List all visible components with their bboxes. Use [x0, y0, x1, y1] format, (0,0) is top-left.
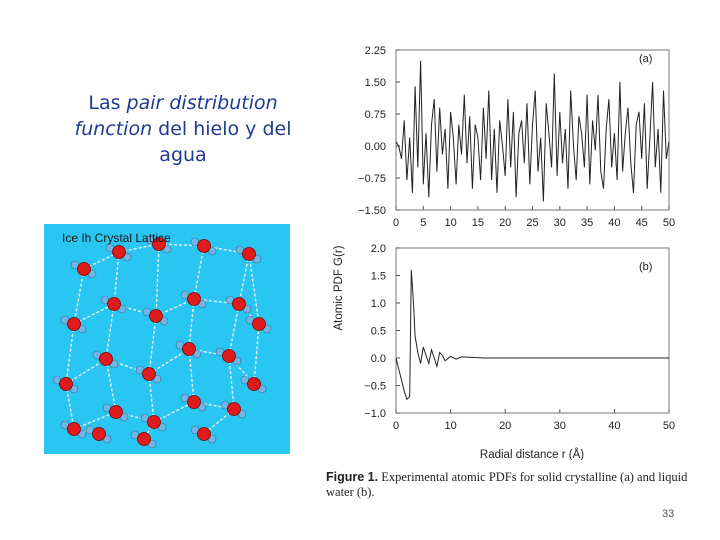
oxygen-atom: [137, 432, 151, 446]
series-line: [395, 269, 669, 401]
x-tick-label: 30: [554, 420, 566, 432]
x-tick-label: 10: [444, 217, 456, 229]
oxygen-atom: [99, 352, 113, 366]
slide-title: Las pair distribution function del hielo…: [58, 90, 308, 168]
panel-b: 0 10 20 30 40 50 2.0 1.5 1.0 0.5 0.0 −0.5 −1.0 (b): [364, 243, 675, 432]
lattice-drawing: [52, 235, 272, 449]
y-tick-label: 0.0: [371, 353, 386, 365]
x-tick-label: 40: [608, 217, 620, 229]
oxygen-atom: [67, 422, 81, 436]
hydrogen-bond: [228, 303, 240, 357]
y-tick-label: 1.0: [371, 298, 386, 310]
x-tick-label: 45: [636, 217, 648, 229]
x-tick-label: 10: [444, 420, 456, 432]
x-tick-label: 50: [663, 217, 675, 229]
panel-label: (a): [639, 53, 652, 65]
hydrogen-bond: [73, 303, 115, 325]
hydrogen-bond: [148, 373, 155, 423]
caption-text: Experimental atomic PDFs for solid cryst…: [326, 470, 688, 499]
hydrogen-bond: [73, 268, 85, 325]
oxygen-atom: [187, 395, 201, 409]
oxygen-atom: [112, 245, 126, 259]
oxygen-atom: [247, 377, 261, 391]
title-part2: del hielo y del agua: [152, 118, 292, 166]
pdf-charts: 0 5 10 15 20 25 30 35 40 45 502.251.500.750.00−0.7…: [333, 45, 675, 460]
x-tick-label: 35: [581, 217, 593, 229]
x-tick-label: 30: [554, 217, 566, 229]
oxygen-atom: [197, 239, 211, 253]
plot-frame: [395, 247, 670, 414]
hydrogen-bond: [238, 253, 250, 305]
panel-label: (b): [639, 261, 652, 273]
hydrogen-bond: [113, 251, 120, 305]
y-tick-label: −0.75: [358, 173, 386, 185]
hydrogen-bond: [253, 323, 260, 385]
ice-lattice-image: Ice Ih Crystal Lattice: [44, 224, 290, 454]
y-tick-label: −0.5: [364, 381, 386, 393]
x-tick-label: 50: [663, 420, 675, 432]
y-tick-label: 0.5: [371, 326, 386, 338]
hydrogen-bond: [148, 348, 190, 375]
x-tick-label: 5: [420, 217, 426, 229]
hydrogen-bond: [155, 298, 195, 317]
x-tick-label: 40: [608, 420, 620, 432]
oxygen-atom: [149, 309, 163, 323]
hydrogen-bond: [65, 383, 75, 430]
panel-a: 0 5 10 15 20 25 30 35 40 45 50 2.25 1.50 0.75 0.00 −0.7…: [358, 45, 675, 229]
oxygen-atom: [152, 237, 166, 251]
x-tick-label: 25: [526, 217, 538, 229]
hydrogen-bond: [188, 348, 195, 403]
hydrogen-bond: [193, 245, 205, 300]
oxygen-atom: [107, 297, 121, 311]
y-tick-label: −1.0: [364, 408, 386, 420]
y-tick-label: 2.0: [371, 243, 386, 255]
y-tick-label: −1.50: [358, 205, 386, 217]
caption-lead: Figure 1.: [326, 470, 379, 484]
hydrogen-bond: [153, 401, 195, 423]
oxygen-atom: [67, 317, 81, 331]
x-axis-label: Radial distance r (Å): [480, 448, 584, 460]
x-tick-label: 20: [499, 420, 511, 432]
oxygen-atom: [142, 367, 156, 381]
x-tick-label: 0: [393, 420, 399, 432]
hydrogen-bond: [73, 411, 117, 430]
y-tick-label: 2.25: [365, 45, 386, 57]
y-tick-label: 0.00: [365, 141, 386, 153]
y-tick-label: 1.5: [371, 271, 386, 283]
oxygen-atom: [187, 292, 201, 306]
oxygen-atom: [92, 427, 106, 441]
oxygen-atom: [222, 349, 236, 363]
hydrogen-bond: [228, 355, 235, 410]
oxygen-atom: [242, 247, 256, 261]
x-tick-label: 15: [472, 217, 484, 229]
title-italic: pair distribution function: [74, 92, 278, 140]
y-tick-label: 0.75: [365, 109, 386, 121]
hydrogen-bond: [105, 303, 115, 360]
oxygen-atom: [182, 342, 196, 356]
oxygen-atom: [252, 317, 266, 331]
lattice-label: Ice Ih Crystal Lattice: [62, 231, 171, 245]
oxygen-atom: [109, 405, 123, 419]
y-axis-label: Atomic PDF G(r): [333, 245, 345, 330]
hydrogen-bond: [188, 298, 195, 350]
hydrogen-bond: [65, 323, 75, 385]
oxygen-atom: [147, 415, 161, 429]
oxygen-atom: [197, 427, 211, 441]
hydrogen-bond: [105, 358, 117, 413]
hydrogen-bond: [65, 358, 107, 385]
figure-caption: Figure 1. Experimental atomic PDFs for s…: [326, 470, 696, 500]
title-part1: Las: [88, 92, 127, 114]
x-tick-label: 20: [499, 217, 511, 229]
hydrogen-bond: [248, 253, 260, 325]
oxygen-atom: [59, 377, 73, 391]
x-tick-label: 0: [393, 217, 399, 229]
y-tick-label: 1.50: [365, 77, 386, 89]
hydrogen-bond: [155, 243, 160, 317]
oxygen-atom: [232, 297, 246, 311]
series-line: [395, 60, 670, 202]
oxygen-atom: [77, 262, 91, 276]
oxygen-atom: [227, 402, 241, 416]
page-number: 33: [662, 508, 675, 520]
hydrogen-bond: [148, 315, 157, 375]
